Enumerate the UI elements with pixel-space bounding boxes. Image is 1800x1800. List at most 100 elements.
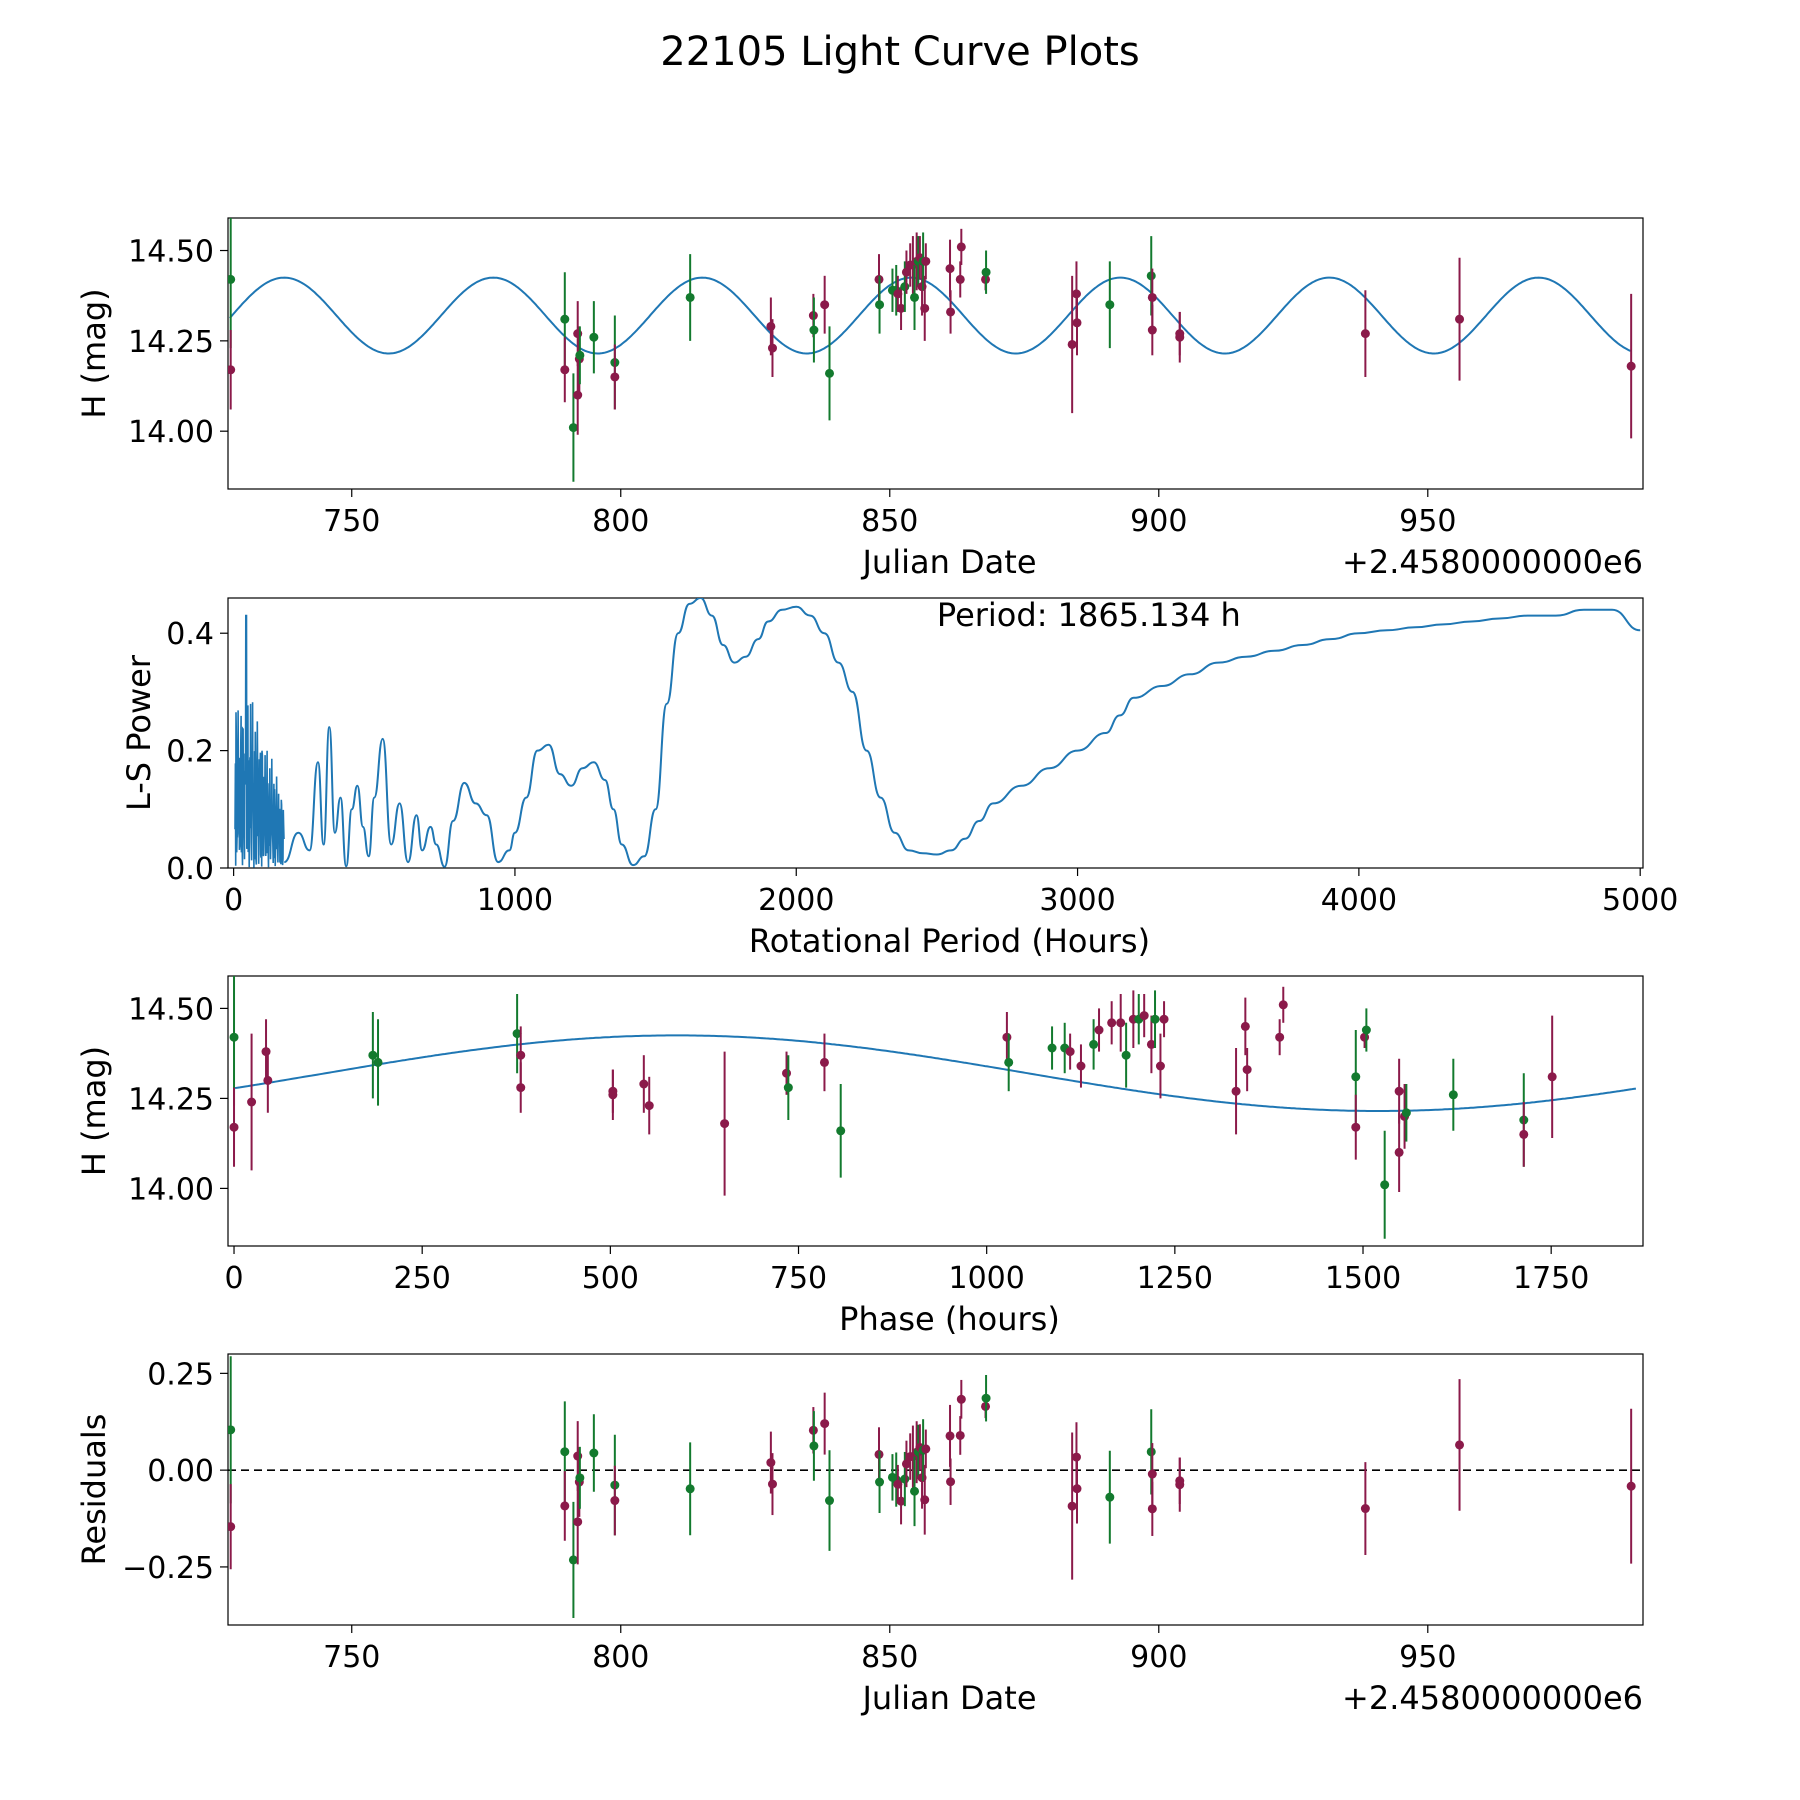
lightcurve-point-marker (1147, 325, 1157, 335)
phased-point-marker (1519, 1129, 1529, 1139)
periodogram-frame (227, 597, 1644, 869)
phased-point-marker (1065, 1047, 1075, 1057)
lightcurve-point-marker (1146, 271, 1156, 281)
lightcurve-point (573, 355, 583, 435)
phased-point-marker (1150, 1014, 1160, 1024)
residuals-frame (227, 1353, 1644, 1626)
lightcurve-point-marker (610, 372, 620, 382)
phased-point (229, 1087, 239, 1167)
residual-point-marker (1146, 1447, 1156, 1457)
lightcurve-point (1455, 257, 1465, 381)
lightcurve-xtick-label: 900 (1130, 504, 1187, 539)
lightcurve-offset-text: +2.4580000000e6 (1342, 543, 1643, 581)
phased-point (639, 1055, 649, 1113)
phased-point (1278, 986, 1288, 1023)
lightcurve-point-marker (568, 423, 578, 433)
phased-point-marker (1394, 1147, 1404, 1157)
phased-frame (227, 975, 1644, 1247)
phased-point-marker (1139, 1011, 1149, 1021)
lightcurve-point-marker (1072, 318, 1082, 328)
residual-point-marker (981, 1393, 991, 1403)
residual-point-marker (685, 1484, 695, 1494)
figure-title: 22105 Light Curve Plots (660, 29, 1139, 75)
phased-point-marker (1155, 1061, 1165, 1071)
lightcurve-point-marker (875, 300, 885, 310)
lightcurve-point (1067, 275, 1077, 414)
residual-point (825, 1450, 835, 1551)
phased-point-marker (1076, 1061, 1086, 1071)
phased-point (1065, 1033, 1075, 1070)
phased-xtick-label: 0 (224, 1261, 243, 1296)
lightcurve-point-marker (766, 321, 776, 331)
residual-point (921, 1429, 931, 1469)
lightcurve-point (1105, 261, 1115, 349)
residual-point (1147, 1481, 1157, 1536)
lightcurve-point (945, 239, 955, 298)
residual-point-marker (766, 1458, 776, 1468)
phased-point (1150, 990, 1160, 1048)
lightcurve-point-marker (685, 292, 695, 302)
residuals-ytick-label: 0.25 (147, 1357, 214, 1392)
lightcurve-point (560, 337, 570, 403)
residual-point-marker (946, 1477, 956, 1487)
residual-point (560, 1471, 570, 1541)
residuals-xtick-label: 750 (323, 1640, 380, 1675)
phased-point-marker (1275, 1032, 1285, 1042)
lightcurve-point (685, 254, 695, 341)
phased-point-marker (229, 1032, 239, 1042)
lightcurve-point-marker (809, 325, 819, 335)
lightcurve-point (820, 275, 830, 334)
lightcurve-point (1072, 290, 1082, 356)
residual-point (981, 1374, 991, 1422)
residual-point (1360, 1462, 1370, 1555)
phased-point-marker (1401, 1108, 1411, 1118)
residual-point-marker (945, 1431, 955, 1441)
lightcurve-point-marker (981, 267, 991, 277)
phased-point-marker (819, 1057, 829, 1067)
residuals-ylabel: Residuals (75, 1414, 113, 1566)
phased-point (1159, 1001, 1169, 1038)
lightcurve-point (956, 228, 966, 265)
lightcurve-point-marker (1147, 292, 1157, 302)
periodogram-xtick-label: 5000 (1602, 883, 1678, 918)
lightcurve-point (946, 290, 956, 334)
phased-point (1076, 1044, 1086, 1088)
residual-point (1146, 1409, 1156, 1495)
lightcurve-point-marker (1455, 314, 1465, 324)
residual-point (910, 1456, 920, 1527)
phased-point (263, 1048, 273, 1113)
phased-point-marker (836, 1126, 846, 1136)
phased-point (1361, 1008, 1371, 1052)
lightcurve-point (825, 326, 835, 421)
periodogram-ylabel: L-S Power (120, 654, 158, 811)
phased-xtick-label: 500 (582, 1261, 639, 1296)
periodogram-power-line (283, 598, 1641, 868)
phased-point (1047, 1026, 1057, 1070)
lightcurve-point-marker (228, 274, 236, 284)
residuals-ytick-label: 0.00 (147, 1454, 214, 1489)
lightcurve-point (921, 243, 931, 280)
residual-point-marker (956, 1394, 966, 1404)
phased-xtick-label: 1750 (1513, 1261, 1589, 1296)
phased-point (1116, 994, 1126, 1052)
residual-point (820, 1392, 830, 1455)
residual-point (1105, 1450, 1115, 1544)
lightcurve-point-marker (920, 303, 930, 313)
phased-point-marker (373, 1057, 383, 1067)
phased-point-marker (516, 1083, 526, 1093)
residual-point-marker (610, 1496, 620, 1506)
residual-point (1072, 1453, 1082, 1524)
lightcurve-point (1146, 236, 1156, 316)
residual-point (589, 1414, 599, 1492)
residual-point (610, 1465, 620, 1536)
phased-point (1275, 1019, 1285, 1056)
residual-point-marker (1072, 1484, 1082, 1494)
phased-point-marker (1351, 1122, 1361, 1132)
lightcurve-point (575, 326, 585, 385)
lightcurve-point (1626, 293, 1636, 439)
phased-point-marker (1116, 1018, 1126, 1028)
periodogram-ytick-label: 0.4 (166, 617, 214, 652)
lightcurve-point-marker (825, 368, 835, 378)
phased-point (1380, 1130, 1390, 1239)
